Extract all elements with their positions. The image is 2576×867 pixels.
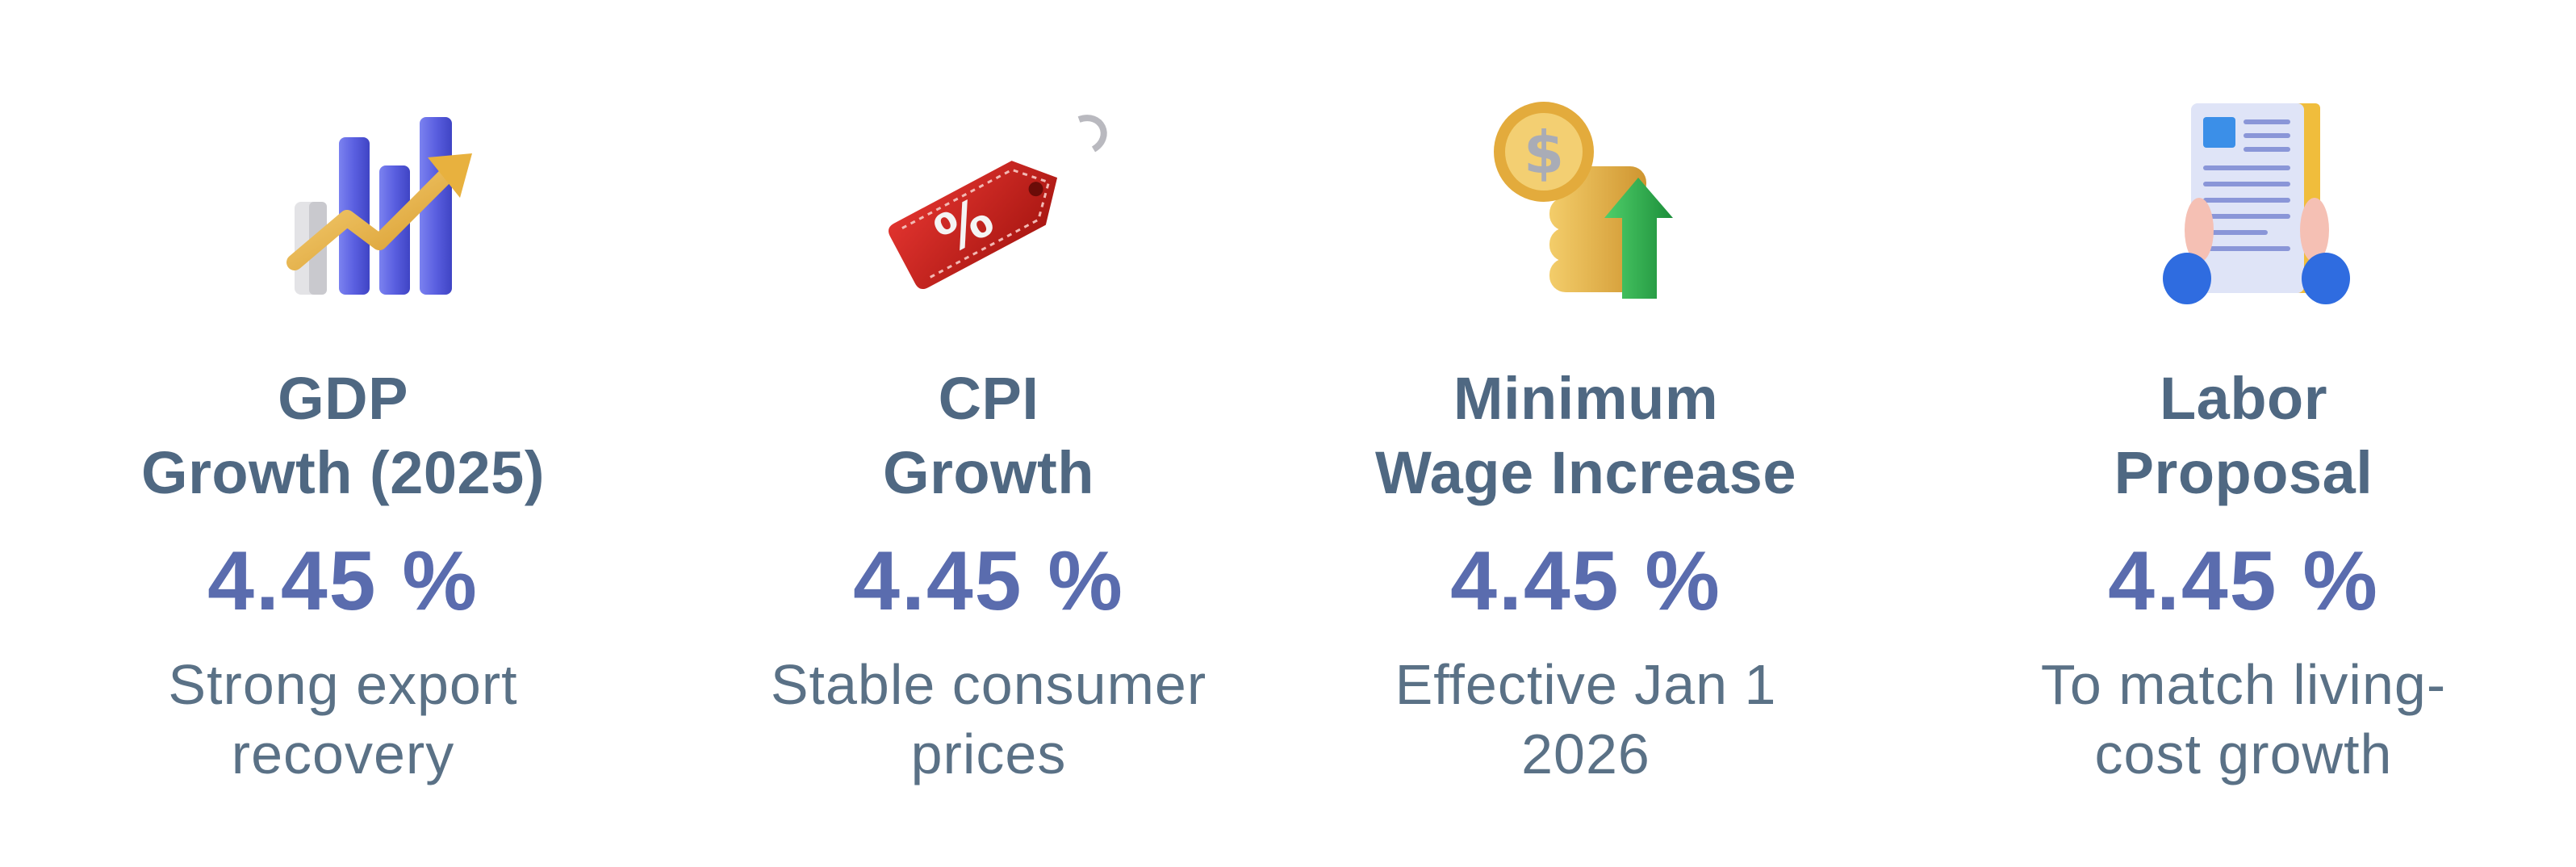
stat-description-line-1: Effective Jan 1 xyxy=(1395,653,1777,716)
stat-description: Strong export recovery xyxy=(20,650,666,789)
stat-description: To match living- cost growth xyxy=(1921,650,2566,789)
stat-value: 4.45 % xyxy=(207,534,479,628)
stat-title-line-1: Labor xyxy=(2159,365,2328,432)
price-tag-percent-icon-graphic: % xyxy=(889,115,1107,290)
bar-chart-growth-icon xyxy=(214,89,472,323)
stat-value: 4.45 % xyxy=(2108,534,2379,628)
stat-description: Effective Jan 1 2026 xyxy=(1263,650,1909,789)
bar-chart-growth-icon-graphic xyxy=(286,117,472,295)
stat-description-line-2: recovery xyxy=(231,722,455,785)
coins-up-arrow-icon: $ xyxy=(1457,89,1715,323)
stat-description-line-1: To match living- xyxy=(2040,653,2447,716)
stat-title: Minimum Wage Increase xyxy=(1263,362,1909,510)
stat-description-line-2: prices xyxy=(910,722,1067,785)
svg-text:$: $ xyxy=(1524,119,1564,186)
stat-title-line-1: Minimum xyxy=(1453,365,1719,432)
document-hands-icon xyxy=(2114,89,2373,323)
stat-description: Stable consumer prices xyxy=(666,650,1311,789)
stat-description-line-2: cost growth xyxy=(2094,722,2393,785)
stat-card-minimum-wage: $ Minimum Wage Increase 4.45 % Effective… xyxy=(1263,0,1909,867)
stat-description-line-2: 2026 xyxy=(1521,722,1650,785)
document-hands-icon-graphic xyxy=(2163,103,2350,304)
price-tag-percent-icon: % xyxy=(859,89,1118,323)
stat-title: CPI Growth xyxy=(666,362,1311,510)
coins-up-arrow-icon-graphic: $ xyxy=(1494,102,1673,299)
stat-card-labor-proposal: Labor Proposal 4.45 % To match living- c… xyxy=(1921,0,2566,867)
stat-title-line-2: Growth xyxy=(883,439,1094,506)
stat-value: 4.45 % xyxy=(1450,534,1721,628)
stat-card-gdp: GDP Growth (2025) 4.45 % Strong export r… xyxy=(20,0,666,867)
stat-title-line-1: CPI xyxy=(938,365,1039,432)
stat-title-line-2: Proposal xyxy=(2114,439,2373,506)
stat-title: Labor Proposal xyxy=(1921,362,2566,510)
stat-value: 4.45 % xyxy=(853,534,1124,628)
stat-title-line-2: Wage Increase xyxy=(1374,439,1796,506)
stat-title: GDP Growth (2025) xyxy=(20,362,666,510)
stat-title-line-2: Growth (2025) xyxy=(141,439,545,506)
stat-description-line-1: Stable consumer xyxy=(770,653,1207,716)
stat-title-line-1: GDP xyxy=(278,365,408,432)
stat-description-line-1: Strong export xyxy=(168,653,518,716)
stat-card-cpi: % CPI Growth 4.45 % Stable consumer pric… xyxy=(666,0,1311,867)
